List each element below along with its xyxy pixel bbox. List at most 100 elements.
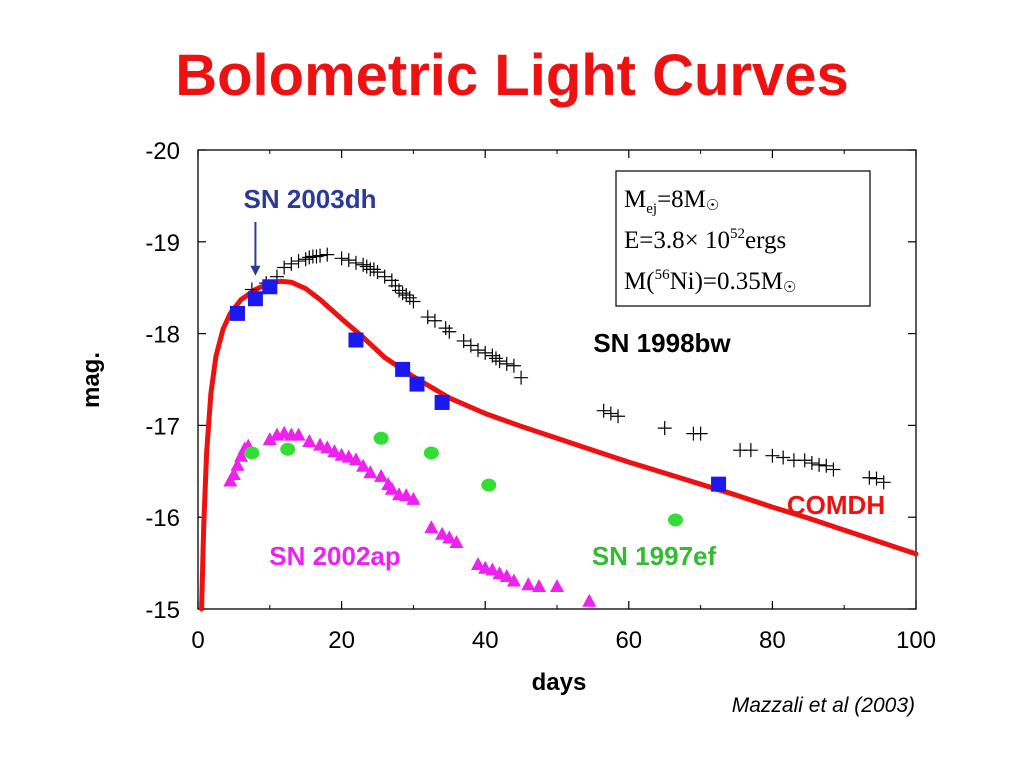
x-tick-label: 80 — [759, 627, 786, 654]
sn2002ap-point — [506, 573, 521, 587]
y-tick-label: -16 — [145, 505, 180, 532]
sn1998bw-point — [442, 324, 457, 339]
sn2003dh-point — [711, 476, 727, 492]
sn1998bw-point — [862, 470, 877, 485]
sn2002ap-point — [230, 457, 245, 471]
sn1998bw-point — [603, 406, 618, 421]
arrow-head — [250, 265, 261, 276]
sn1998bw-point — [812, 457, 827, 472]
sn1998bw-point — [309, 249, 324, 264]
sn1998bw-point — [499, 356, 514, 371]
sn2002ap-point — [424, 520, 439, 534]
sn1998bw-point — [819, 458, 834, 473]
sn1998bw-point — [348, 255, 363, 270]
parameter-box: Mej=8M☉ E=3.8× 1052ergs M(56Ni)=0.35M☉ — [615, 170, 871, 307]
y-tick-label: -19 — [145, 230, 180, 257]
x-tick-label: 20 — [328, 627, 355, 654]
sn1998bw-point — [334, 251, 349, 266]
sn1998bw-points — [244, 247, 891, 490]
sn1998bw-point — [478, 345, 493, 360]
tick-labels: 0 20 40 60 80 100 -20 -19 -18 -17 -16 -15 — [145, 138, 936, 654]
sn1998bw-point — [341, 253, 356, 268]
parameter-box-frame — [615, 170, 871, 307]
param-energy: E=3.8× 1052ergs — [624, 226, 786, 254]
sn1998bw-point — [402, 290, 417, 305]
x-tick-label: 40 — [472, 627, 499, 654]
sn1997ef-points — [244, 431, 683, 527]
sn1998bw-point — [456, 333, 471, 348]
sn1998bw-point — [463, 338, 478, 353]
sn1998bw-point — [804, 456, 819, 471]
sn1998bw-point — [384, 273, 399, 288]
sn1998bw-point — [370, 265, 385, 280]
sn2002ap-point — [291, 427, 306, 441]
sn2003dh-point — [262, 279, 278, 295]
y-tick-label: -18 — [145, 322, 180, 349]
param-nickel-mass: M(56Ni)=0.35M☉ — [624, 267, 796, 296]
sn1998bw-point — [797, 453, 812, 468]
sn2003dh-point — [395, 361, 411, 377]
sn1998bw-point — [359, 259, 374, 274]
y-tick-label: -20 — [145, 138, 180, 165]
sn2002ap-point — [499, 568, 514, 582]
citation: Mazzali et al (2003) — [732, 694, 915, 717]
sn1998bw-point — [765, 448, 780, 463]
sn2002ap-point — [363, 465, 378, 479]
label-sn2003dh: SN 2003dh — [244, 184, 377, 214]
x-tick-label: 100 — [896, 627, 936, 654]
sn1998bw-point — [302, 250, 317, 265]
sn1998bw-point — [320, 247, 335, 262]
slide-title: Bolometric Light Curves — [175, 43, 849, 108]
sn2002ap-points — [223, 425, 597, 607]
label-sn2002ap: SN 2002ap — [269, 541, 401, 571]
sn2002ap-point — [406, 491, 421, 505]
y-axis-label: mag. — [78, 352, 105, 408]
sn2002ap-point — [521, 577, 536, 591]
sn1998bw-point — [406, 294, 421, 309]
sn2002ap-point — [262, 432, 277, 446]
sn2002ap-point — [327, 444, 342, 458]
x-axis-label: days — [532, 669, 587, 696]
sn2003dh-point — [409, 376, 425, 392]
sn1998bw-point — [313, 248, 328, 263]
comdh-model-curve — [199, 278, 919, 612]
sn2002ap-point — [442, 530, 457, 544]
sn1998bw-point — [298, 252, 313, 267]
sn2003dh-arrow — [250, 222, 261, 276]
label-comdh: COMDH — [787, 490, 885, 520]
sn1998bw-point — [395, 286, 410, 301]
sn1998bw-point — [291, 254, 306, 269]
sn2002ap-point — [399, 488, 414, 502]
sn2003dh-point — [247, 291, 263, 307]
y-tick-label: -17 — [145, 413, 180, 440]
sn1998bw-point — [356, 257, 371, 272]
sn1998bw-point — [869, 471, 884, 486]
sn2002ap-point — [226, 467, 241, 481]
sn2002ap-point — [485, 562, 500, 576]
x-tick-label: 60 — [615, 627, 642, 654]
sn2002ap-point — [320, 440, 335, 454]
sn2002ap-point — [302, 434, 317, 448]
sn2002ap-point — [550, 579, 564, 593]
sn1998bw-point — [427, 313, 442, 328]
sn1998bw-point — [284, 256, 299, 271]
sn1997ef-point — [373, 431, 389, 445]
sn1998bw-point — [876, 475, 891, 490]
sn2002ap-point — [356, 458, 371, 472]
sn2002ap-point — [374, 468, 389, 482]
sn2003dh-point — [348, 332, 364, 348]
sn1998bw-point — [514, 370, 529, 385]
sn1998bw-point — [488, 351, 503, 366]
sn2003dh-points — [229, 279, 727, 492]
sn2002ap-point — [348, 452, 363, 466]
sn1998bw-point — [596, 403, 611, 418]
sn1997ef-point — [244, 446, 260, 460]
sn1998bw-point — [420, 310, 435, 325]
sn2003dh-point — [229, 305, 245, 321]
sn2002ap-point — [582, 593, 597, 607]
sn1998bw-point — [506, 358, 521, 373]
sn1998bw-point — [611, 409, 626, 424]
sn1998bw-point — [392, 283, 407, 298]
sn1998bw-point — [743, 443, 758, 458]
